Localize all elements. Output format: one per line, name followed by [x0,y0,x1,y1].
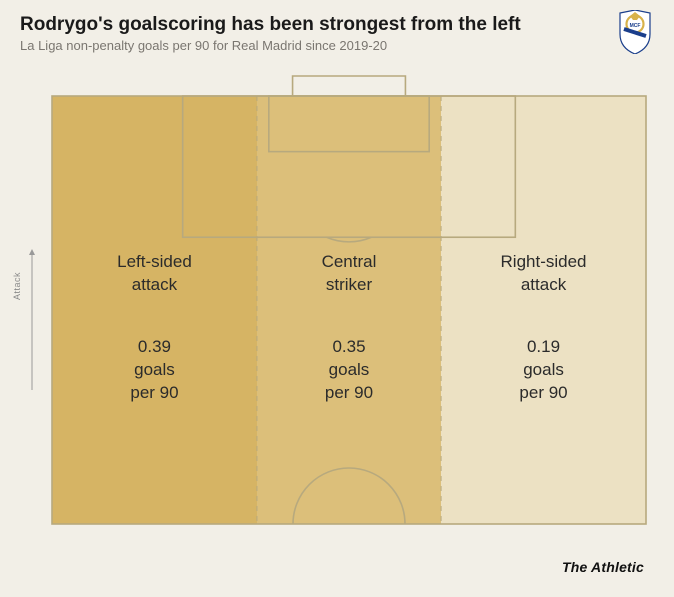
chart-title: Rodrygo's goalscoring has been strongest… [20,14,654,36]
zone-stat-label: 0.35goalsper 90 [257,336,441,405]
zone-stat-label: 0.39goalsper 90 [52,336,257,405]
team-crest-icon: MCF [618,10,652,54]
svg-text:MCF: MCF [630,23,641,29]
attack-direction-arrow-icon [26,250,38,390]
attack-axis-label: Attack [12,272,22,300]
zone-stat-label: 0.19goalsper 90 [441,336,646,405]
credit-label: The Athletic [562,559,644,575]
zone-right: Right-sidedattack 0.19goalsper 90 [441,96,646,524]
zone-role-label: Left-sidedattack [52,251,257,297]
chart-subtitle: La Liga non-penalty goals per 90 for Rea… [20,38,654,53]
zone-center: Centralstriker 0.35goalsper 90 [257,96,441,524]
zone-left: Left-sidedattack 0.39goalsper 90 [52,96,257,524]
zone-role-label: Right-sidedattack [441,251,646,297]
pitch-chart: Left-sidedattack 0.39goalsper 90Centralst… [52,96,646,524]
zone-role-label: Centralstriker [257,251,441,297]
header: Rodrygo's goalscoring has been strongest… [0,0,674,57]
